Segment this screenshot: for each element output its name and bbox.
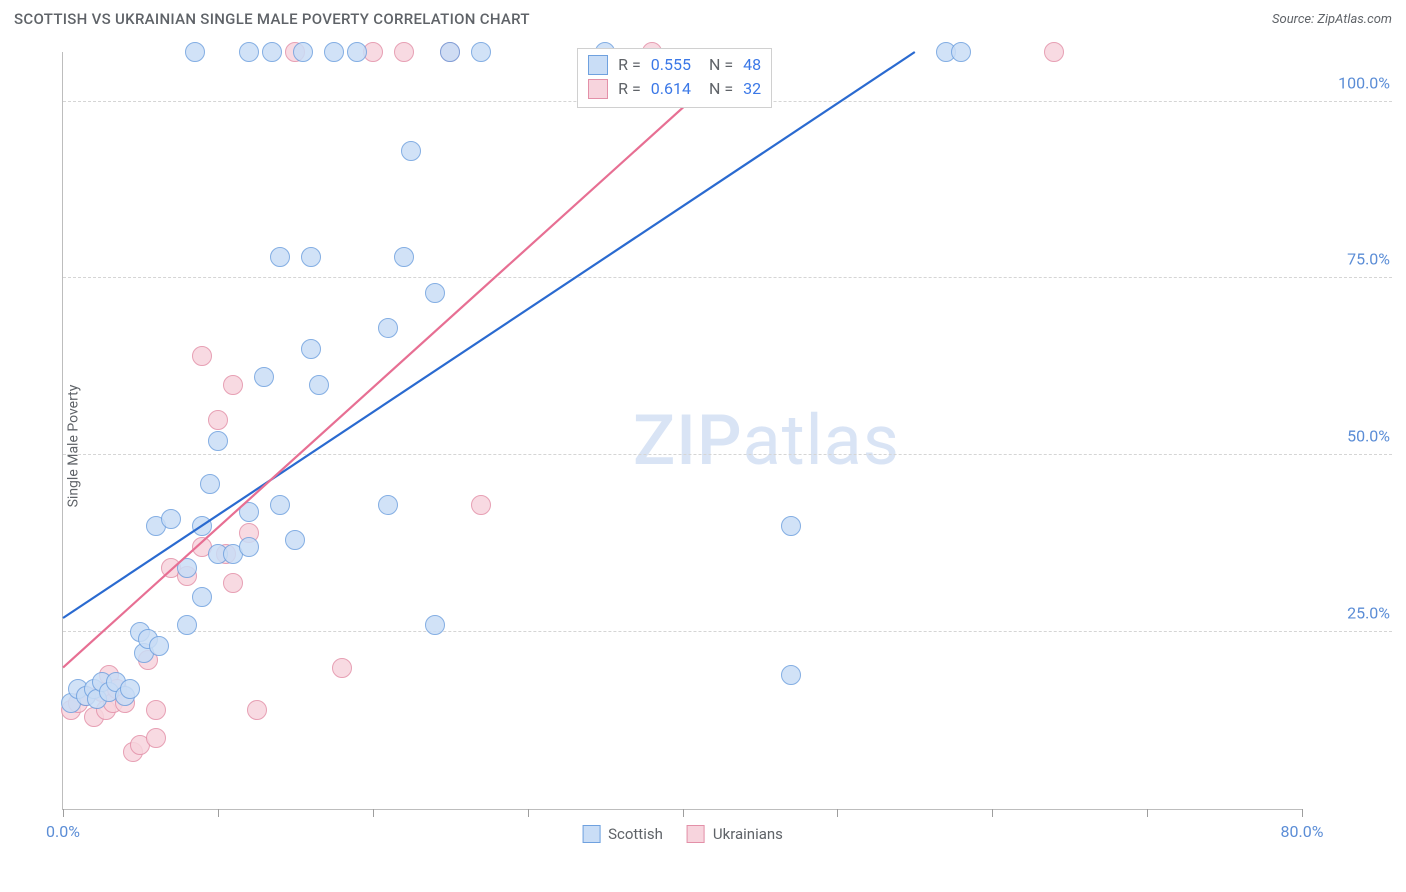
x-tick <box>992 809 993 817</box>
x-tick-label: 80.0% <box>1281 822 1324 841</box>
data-point <box>781 516 801 536</box>
x-tick-label: 0.0% <box>46 822 80 841</box>
data-point <box>239 502 259 522</box>
watermark: ZIPatlas <box>633 400 900 482</box>
data-point <box>208 410 228 430</box>
data-point <box>270 247 290 267</box>
data-point <box>285 530 305 550</box>
data-point <box>471 495 491 515</box>
data-point <box>254 367 274 387</box>
legend-swatch <box>687 825 705 843</box>
data-point <box>146 700 166 720</box>
x-tick <box>683 809 684 817</box>
gridline-h <box>63 277 1392 278</box>
legend-swatch <box>588 55 608 75</box>
x-tick <box>218 809 219 817</box>
data-point <box>440 42 460 62</box>
n-value: 48 <box>743 53 761 77</box>
data-point <box>309 375 329 395</box>
data-point <box>192 587 212 607</box>
data-point <box>378 318 398 338</box>
n-label: N = <box>709 77 733 101</box>
legend-swatch <box>588 79 608 99</box>
r-legend-row: R = 0.555 N = 48 <box>588 53 761 77</box>
data-point <box>471 42 491 62</box>
n-label: N = <box>709 53 733 77</box>
data-point <box>332 658 352 678</box>
legend-swatch <box>582 825 600 843</box>
r-legend: R = 0.555 N = 48 R = 0.614 N = 32 <box>577 48 772 108</box>
y-tick-label: 75.0% <box>1347 250 1390 269</box>
data-point <box>1044 42 1064 62</box>
data-point <box>239 537 259 557</box>
data-point <box>200 474 220 494</box>
y-tick-label: 100.0% <box>1338 73 1390 92</box>
data-point <box>378 495 398 515</box>
chart-title: SCOTTISH VS UKRAINIAN SINGLE MALE POVERT… <box>14 10 530 28</box>
data-point <box>425 283 445 303</box>
series-legend: Scottish Ukrainians <box>582 825 783 843</box>
source-label: Source: ZipAtlas.com <box>1272 12 1392 27</box>
legend-item: Scottish <box>582 825 663 843</box>
x-tick <box>63 809 64 817</box>
chart-header: SCOTTISH VS UKRAINIAN SINGLE MALE POVERT… <box>0 0 1406 34</box>
data-point <box>177 558 197 578</box>
data-point <box>223 573 243 593</box>
x-tick <box>837 809 838 817</box>
data-point <box>192 346 212 366</box>
data-point <box>185 42 205 62</box>
data-point <box>247 700 267 720</box>
legend-label: Ukrainians <box>713 825 783 843</box>
r-value: 0.614 <box>651 77 691 101</box>
data-point <box>223 375 243 395</box>
gridline-h <box>63 454 1392 455</box>
x-tick <box>1147 809 1148 817</box>
data-point <box>401 141 421 161</box>
data-point <box>177 615 197 635</box>
trendlines <box>63 52 1302 809</box>
data-point <box>192 516 212 536</box>
r-label: R = <box>618 53 641 77</box>
data-point <box>347 42 367 62</box>
x-tick <box>373 809 374 817</box>
data-point <box>146 728 166 748</box>
gridline-h <box>63 631 1392 632</box>
y-tick-label: 25.0% <box>1347 604 1390 623</box>
data-point <box>301 247 321 267</box>
data-point <box>394 42 414 62</box>
data-point <box>208 431 228 451</box>
data-point <box>149 636 169 656</box>
data-point <box>239 42 259 62</box>
data-point <box>951 42 971 62</box>
data-point <box>120 679 140 699</box>
data-point <box>781 665 801 685</box>
legend-label: Scottish <box>608 825 663 843</box>
data-point <box>262 42 282 62</box>
plot-area: ZIPatlas25.0%50.0%75.0%100.0%0.0%80.0%R … <box>62 52 1302 810</box>
r-legend-row: R = 0.614 N = 32 <box>588 77 761 101</box>
data-point <box>394 247 414 267</box>
data-point <box>293 42 313 62</box>
data-point <box>301 339 321 359</box>
data-point <box>161 509 181 529</box>
r-value: 0.555 <box>651 53 691 77</box>
data-point <box>324 42 344 62</box>
x-tick <box>528 809 529 817</box>
chart-container: Single Male Poverty ZIPatlas25.0%50.0%75… <box>30 40 1392 852</box>
y-tick-label: 50.0% <box>1347 427 1390 446</box>
data-point <box>270 495 290 515</box>
r-label: R = <box>618 77 641 101</box>
x-tick <box>1302 809 1303 817</box>
legend-item: Ukrainians <box>687 825 783 843</box>
data-point <box>425 615 445 635</box>
n-value: 32 <box>743 77 761 101</box>
